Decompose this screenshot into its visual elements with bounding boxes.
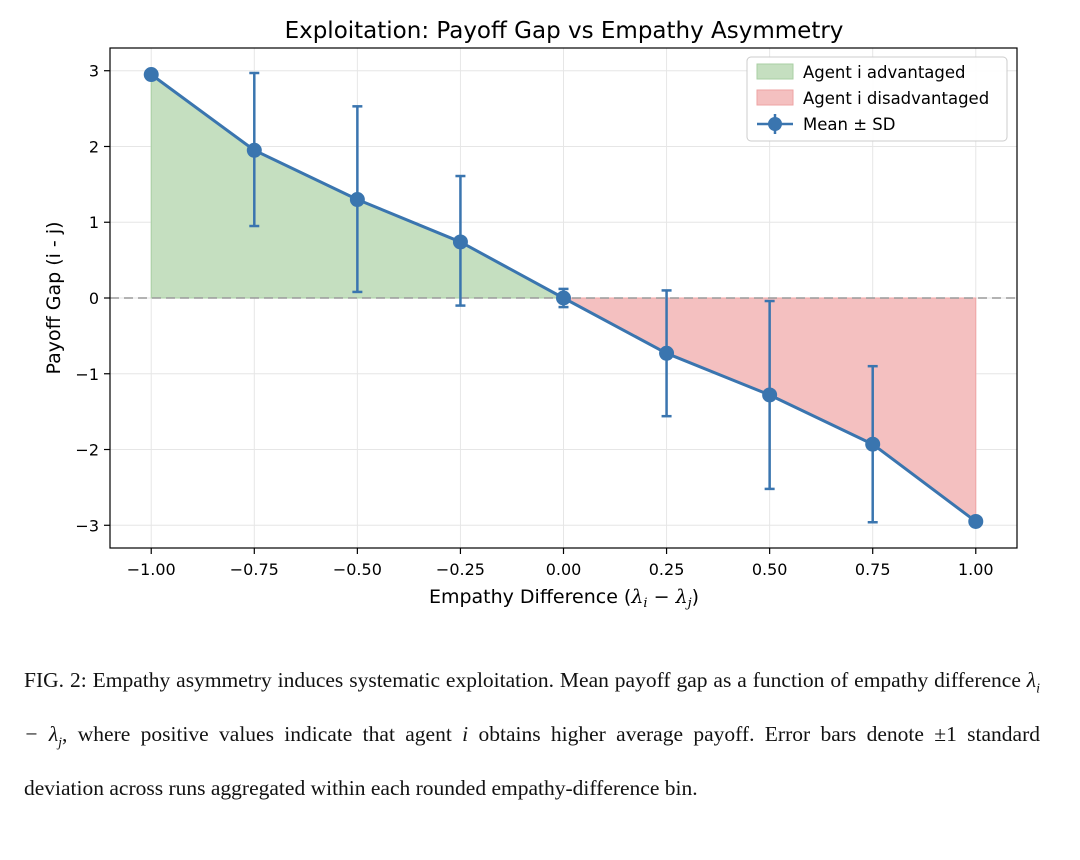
caption-label: FIG. 2: [24, 668, 87, 692]
y-tick-label: −3 [75, 516, 99, 535]
chart: −1.00 −0.75 −0.50 −0.25 0.00 0.25 0.50 0.75 1.00… [43, 18, 1018, 611]
legend-frame [746, 56, 1008, 142]
y-tick-label: 2 [89, 137, 99, 156]
data-point [556, 290, 571, 306]
legend: Agent i advantaged Agent i disadvantaged… [746, 56, 1008, 142]
y-tick-label: −1 [75, 365, 99, 384]
x-tick-label: 1.00 [958, 560, 994, 579]
y-tick-label: 1 [89, 213, 99, 232]
x-tick-label: −0.50 [333, 560, 382, 579]
legend-marker-mean [757, 114, 793, 134]
data-point [349, 192, 365, 208]
data-point [968, 513, 984, 529]
data-markers [143, 67, 984, 529]
caption-text-1: Empathy asymmetry induces systematic exp… [92, 668, 1027, 692]
caption-text-2: , where positive values indicate that ag… [62, 721, 463, 746]
x-tick-label: 0.00 [546, 560, 582, 579]
caption-text-3: obtains higher average payoff. Error bar… [24, 721, 1040, 800]
caption-math-1: λi − λj [24, 668, 1040, 751]
x-tick-label: −0.25 [436, 560, 485, 579]
data-point [865, 436, 881, 452]
chart-title: Exploitation: Payoff Gap vs Empathy Asym… [285, 18, 844, 44]
legend-label-advantaged: Agent i advantaged [803, 63, 966, 82]
figure-caption: FIG. 2: Empathy asymmetry induces system… [24, 658, 1040, 811]
data-point [246, 142, 262, 158]
legend-label-disadvantaged: Agent i disadvantaged [803, 89, 989, 108]
x-axis-label: Empathy Difference (λi − λj) [429, 586, 699, 611]
legend-swatch-disadvantaged [756, 89, 794, 106]
legend-label-mean: Mean ± SD [803, 115, 895, 134]
data-point [659, 345, 675, 361]
y-tick-label: 3 [89, 62, 99, 81]
data-point [143, 67, 159, 83]
legend-swatch-advantaged [756, 63, 794, 80]
caption-math-2: i [462, 721, 469, 746]
y-axis-label: Payoff Gap (i - j) [43, 221, 65, 374]
data-point [452, 234, 468, 250]
y-tick-label: −2 [75, 441, 99, 460]
x-tick-label: −1.00 [127, 560, 176, 579]
data-point [762, 387, 778, 403]
x-tick-label: 0.25 [649, 560, 685, 579]
y-axis-ticks: 3 2 1 0 −1 −2 −3 [75, 62, 110, 535]
y-tick-label: 0 [89, 289, 99, 308]
x-axis-ticks: −1.00 −0.75 −0.50 −0.25 0.00 0.25 0.50 0.75 1.00 [127, 548, 994, 579]
x-tick-label: −0.75 [230, 560, 279, 579]
x-tick-label: 0.75 [855, 560, 891, 579]
x-tick-label: 0.50 [752, 560, 788, 579]
